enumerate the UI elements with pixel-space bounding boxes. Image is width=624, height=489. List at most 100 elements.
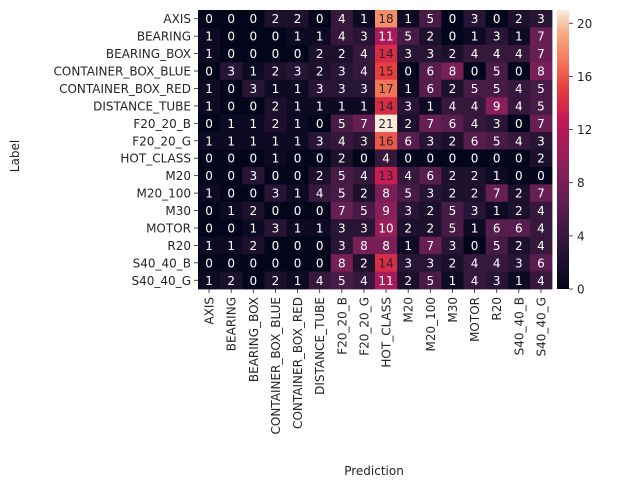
y-tick-label: CONTAINER_BOX_BLUE [54, 65, 191, 79]
heatmap-cell [375, 97, 398, 116]
heatmap-cell [441, 236, 464, 255]
cell-value-label: 4 [316, 274, 324, 288]
heatmap-cell [242, 254, 265, 272]
heatmap-cell [308, 62, 332, 81]
heatmap-cell [308, 271, 332, 290]
cell-value-label: 1 [294, 30, 302, 44]
cell-value-label: 0 [404, 65, 412, 79]
cell-value-label: 6 [426, 82, 434, 96]
heatmap-cell [529, 254, 553, 272]
cell-value-label: 4 [515, 82, 523, 96]
heatmap-cell [375, 44, 398, 63]
heatmap-cell [286, 79, 310, 98]
heatmap-cell [507, 114, 531, 133]
heatmap-cell [397, 149, 420, 168]
cell-value-label: 0 [249, 152, 257, 166]
cell-value-label: 2 [294, 12, 302, 26]
heatmap-cell [198, 201, 221, 220]
heatmap-cell [220, 10, 243, 28]
heatmap-cell [441, 184, 464, 203]
cell-value-label: 0 [249, 187, 257, 201]
heatmap-cell [419, 97, 442, 116]
heatmap-cell [352, 62, 376, 81]
cell-value-label: 4 [360, 65, 368, 79]
heatmap-cell [242, 10, 265, 28]
cell-value-label: 8 [449, 65, 457, 79]
cell-value-label: 7 [426, 117, 434, 131]
cell-value-label: 1 [294, 99, 302, 113]
cell-value-label: 2 [227, 274, 235, 288]
heatmap-cell [242, 97, 265, 116]
y-tick-label: S40_40_G [132, 274, 191, 288]
heatmap-cell [330, 44, 354, 63]
heatmap-cell [529, 149, 553, 168]
cell-value-label: 2 [316, 65, 324, 79]
y-tick-label: BEARING_BOX [106, 47, 191, 61]
heatmap-cell [419, 114, 442, 133]
heatmap-cell [198, 254, 221, 272]
heatmap-cell [375, 62, 398, 81]
heatmap-cell [419, 149, 442, 168]
cell-value-label: 2 [338, 152, 346, 166]
heatmap-cell [529, 79, 553, 98]
heatmap-cell [485, 114, 509, 133]
cell-value-label: 2 [515, 187, 523, 201]
cell-value-label: 0 [493, 12, 501, 26]
cell-value-label: 2 [449, 82, 457, 96]
heatmap-cell [308, 10, 332, 28]
heatmap-cell [375, 114, 398, 133]
heatmap-cell [485, 10, 509, 28]
heatmap-cell [286, 114, 310, 133]
cell-value-label: 4 [471, 274, 479, 288]
cell-value-label: 0 [227, 187, 235, 201]
heatmap-cell [198, 219, 221, 238]
cell-value-label: 3 [404, 204, 412, 218]
cell-value-label: 0 [316, 239, 324, 253]
cell-value-label: 1 [404, 239, 412, 253]
y-tick-label: CONTAINER_BOX_RED [59, 82, 191, 96]
heatmap-cell [375, 254, 398, 272]
heatmap-cell [485, 166, 509, 185]
cell-value-label: 6 [404, 134, 412, 148]
cell-value-label: 0 [272, 47, 280, 61]
heatmap-cell [375, 236, 398, 255]
cell-value-label: 0 [515, 152, 523, 166]
heatmap-cell [330, 166, 354, 185]
heatmap-cell [264, 62, 287, 81]
heatmap-cell [485, 184, 509, 203]
cell-value-label: 1 [515, 274, 523, 288]
cell-value-label: 2 [449, 187, 457, 201]
heatmap-cell [463, 236, 487, 255]
heatmap-cell [441, 114, 464, 133]
cell-value-label: 6 [426, 169, 434, 183]
heatmap-cell [308, 97, 332, 116]
cell-value-label: 4 [537, 204, 545, 218]
cell-value-label: 0 [249, 256, 257, 270]
cell-value-label: 3 [471, 204, 479, 218]
cell-value-label: 0 [205, 65, 213, 79]
heatmap-cell [352, 114, 376, 133]
heatmap-cell [419, 44, 442, 63]
cell-value-label: 3 [272, 221, 280, 235]
x-tick-label: S40_40_B [512, 297, 526, 355]
heatmap-cell [529, 44, 553, 63]
y-tick-label: M30 [165, 204, 191, 218]
y-tick-label: MOTOR [146, 221, 191, 235]
heatmap-cell [330, 149, 354, 168]
cell-value-label: 5 [338, 274, 346, 288]
heatmap-cell [529, 97, 553, 116]
cell-value-label: 4 [471, 99, 479, 113]
x-tick-label: F20_20_G [357, 297, 371, 356]
cell-value-label: 0 [294, 204, 302, 218]
colorbar [557, 10, 569, 289]
heatmap-cell [441, 62, 464, 81]
heatmap-cell [397, 44, 420, 63]
heatmap-cell [529, 27, 553, 46]
cell-value-label: 5 [426, 274, 434, 288]
cell-value-label: 18 [378, 12, 393, 26]
cell-value-label: 1 [294, 274, 302, 288]
cell-value-label: 1 [294, 187, 302, 201]
heatmap-cell [441, 79, 464, 98]
heatmap-cell [308, 114, 332, 133]
heatmap-cell [397, 166, 420, 185]
